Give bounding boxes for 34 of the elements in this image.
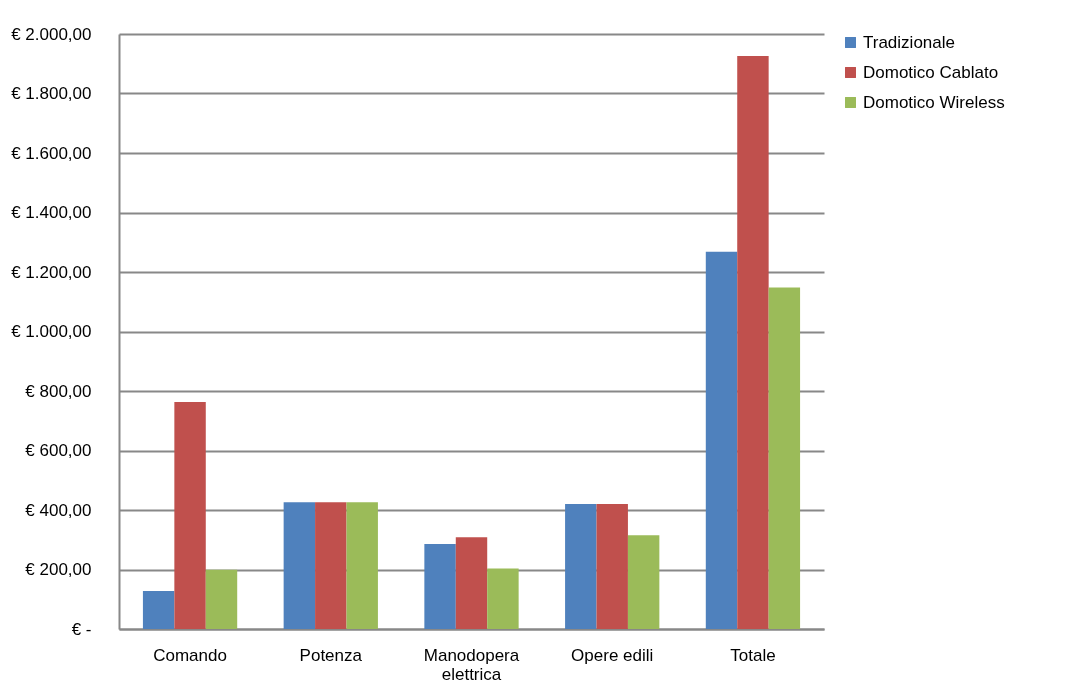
bar	[315, 502, 347, 629]
bar	[565, 504, 597, 629]
x-tick-label: Comando	[153, 645, 227, 665]
y-tick-label: € 600,00	[25, 441, 92, 460]
y-tick-label: € 2.000,00	[11, 24, 92, 44]
x-tick-label: Manodopera elettrica	[423, 645, 520, 684]
bar	[487, 568, 519, 629]
x-tick-label: Opere edili	[571, 645, 654, 665]
bar	[596, 504, 628, 629]
legend-label: Tradizionale	[863, 32, 955, 52]
y-tick-label: € 1.000,00	[11, 322, 92, 341]
y-tick-label: € -	[71, 619, 92, 639]
y-tick-label: € 400,00	[25, 500, 92, 520]
bar	[424, 543, 456, 629]
y-tick-label: € 1.800,00	[11, 84, 92, 103]
bar	[142, 590, 175, 629]
y-tick-label: € 1.600,00	[11, 143, 92, 163]
bar	[627, 535, 660, 629]
y-tick-label: € 200,00	[25, 560, 92, 579]
bar	[346, 502, 378, 629]
legend-label: Domotico Wireless	[863, 92, 1005, 112]
x-tick-label: Totale	[730, 645, 776, 665]
bar	[455, 537, 488, 629]
y-tick-label: € 800,00	[25, 381, 92, 401]
bar	[174, 402, 206, 629]
bar	[283, 502, 316, 629]
legend-label: Domotico Cablato	[863, 62, 999, 82]
bar	[768, 287, 801, 629]
bar	[737, 56, 769, 629]
y-tick-label: € 1.400,00	[11, 203, 92, 222]
bar	[205, 569, 238, 629]
bar	[705, 251, 738, 629]
x-tick-label: Potenza	[299, 645, 363, 665]
y-tick-label: € 1.200,00	[11, 262, 92, 282]
